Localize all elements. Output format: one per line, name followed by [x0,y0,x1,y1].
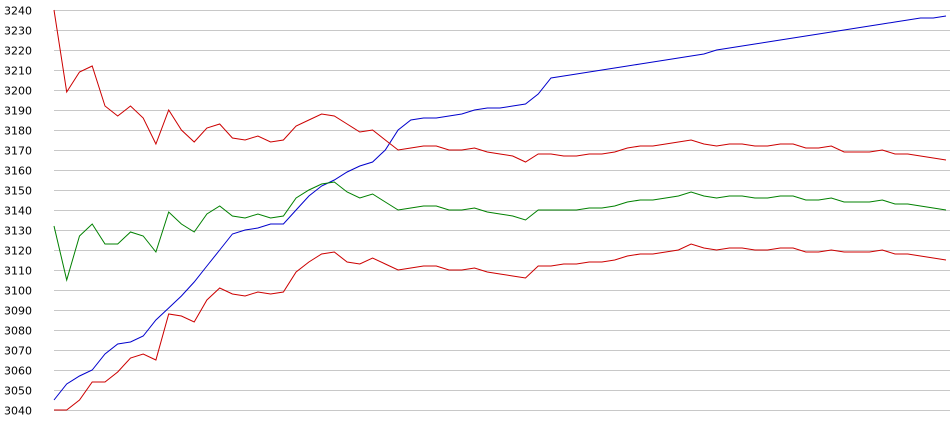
y-tick-label: 3070 [4,345,32,358]
y-tick-label: 3180 [4,125,32,138]
series-group [53,9,947,411]
y-tick-label: 3110 [4,265,32,278]
y-tick-label: 3090 [4,305,32,318]
y-tick-label: 3120 [4,245,32,258]
y-tick-label: 3210 [4,65,32,78]
series-line-1 [53,15,947,401]
y-tick-label: 3100 [4,285,32,298]
y-tick-label: 3160 [4,165,32,178]
series-line-4 [54,243,947,411]
y-axis: 3240 3230 3220 3210 3200 3190 3180 3170 3160 3150… [4,5,32,418]
y-tick-label: 3170 [4,145,32,158]
y-tick-label: 3150 [4,185,32,198]
y-tick-label: 3060 [4,365,32,378]
y-tick-label: 3230 [4,25,32,38]
y-tick-label: 3220 [4,45,32,58]
y-tick-label: 3080 [4,325,32,338]
series-line-2 [53,9,947,163]
y-tick-label: 3050 [4,385,32,398]
y-tick-label: 3140 [4,205,32,218]
y-tick-label: 3190 [4,105,32,118]
y-tick-label: 3200 [4,85,32,98]
series-line-3 [53,181,947,282]
y-tick-label: 3040 [4,405,32,418]
y-tick-label: 3240 [4,5,32,18]
gridlines [54,10,950,411]
y-tick-label: 3130 [4,225,32,238]
